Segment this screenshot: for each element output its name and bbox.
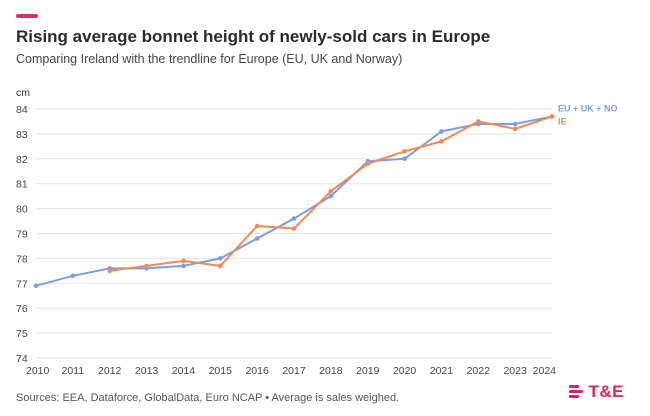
data-point-ireland	[181, 258, 186, 264]
series-line-europe	[35, 115, 553, 287]
data-point-europe	[512, 121, 518, 127]
data-point-europe	[291, 216, 297, 221]
x-tick-label: 2023	[503, 365, 527, 377]
y-tick-label: 82	[16, 154, 28, 166]
x-tick-label: 2014	[172, 365, 196, 377]
data-point-ireland	[328, 188, 334, 194]
data-point-europe	[181, 263, 186, 269]
x-tick-label: 2024	[533, 365, 557, 377]
data-point-europe	[217, 256, 223, 261]
data-point-ireland	[439, 139, 444, 144]
y-axis-unit-label: cm	[16, 87, 30, 99]
y-tick-label: 81	[16, 179, 28, 191]
x-tick-label: 2015	[209, 365, 233, 377]
data-point-europe	[33, 283, 39, 289]
y-tick-label: 79	[16, 229, 28, 241]
y-tick-label: 78	[16, 253, 28, 265]
data-point-europe	[328, 193, 334, 199]
chart-title: Rising average bonnet height of newly-so…	[16, 27, 491, 46]
data-point-europe	[439, 129, 444, 134]
x-tick-label: 2012	[98, 365, 122, 377]
data-point-ireland	[217, 263, 223, 269]
data-point-ireland	[402, 149, 407, 154]
source-note: Sources: EEA, Dataforce, GlobalData, Eur…	[16, 392, 400, 404]
legend-label-ireland: IE	[558, 116, 567, 126]
data-point-ireland	[475, 119, 481, 124]
y-tick-label: 84	[16, 104, 28, 116]
y-tick-label: 75	[16, 328, 28, 340]
series-line-ireland	[109, 115, 553, 272]
data-point-ireland	[254, 223, 260, 229]
legend-label-europe: EU + UK + NO	[558, 103, 618, 113]
x-tick-label: 2020	[393, 365, 417, 377]
logo-stripes-icon	[568, 384, 585, 400]
data-point-ireland	[144, 263, 149, 269]
x-tick-label: 2021	[430, 365, 454, 377]
data-point-ireland	[365, 161, 371, 167]
data-point-europe	[254, 236, 260, 241]
y-tick-label: 77	[16, 278, 28, 290]
y-tick-label: 76	[16, 303, 28, 315]
x-tick-label: 2010	[26, 365, 50, 377]
y-tick-label: 83	[16, 129, 28, 141]
data-point-europe	[70, 273, 76, 279]
te-logo: T&E	[568, 382, 625, 402]
y-axis-ticks: 74 75 76 77 78 79 80 81 82 83 84	[16, 104, 28, 365]
series-lines	[33, 114, 555, 289]
x-tick-label: 2017	[282, 365, 306, 377]
x-tick-label: 2013	[135, 365, 159, 377]
legend: EU + UK + NO IE	[558, 103, 618, 126]
y-tick-label: 74	[16, 353, 28, 365]
grid-lines	[36, 108, 552, 359]
x-tick-label: 2019	[356, 365, 380, 377]
data-point-ireland	[107, 268, 113, 274]
logo-text: T&E	[588, 382, 624, 401]
x-axis-ticks: 2010 2011 2012 2013 2014 2015 2016 2017 2018 2019…	[26, 365, 556, 377]
chart-subtitle: Comparing Ireland with the trendline for…	[16, 52, 403, 66]
x-tick-label: 2016	[245, 365, 269, 377]
x-tick-label: 2022	[467, 365, 491, 377]
y-tick-label: 80	[16, 204, 28, 216]
x-tick-label: 2011	[62, 365, 85, 377]
accent-bar	[16, 14, 38, 18]
data-point-ireland	[512, 126, 518, 132]
data-point-ireland	[549, 114, 555, 119]
x-tick-label: 2018	[319, 365, 343, 377]
data-point-ireland	[291, 226, 297, 231]
data-point-europe	[402, 156, 407, 162]
